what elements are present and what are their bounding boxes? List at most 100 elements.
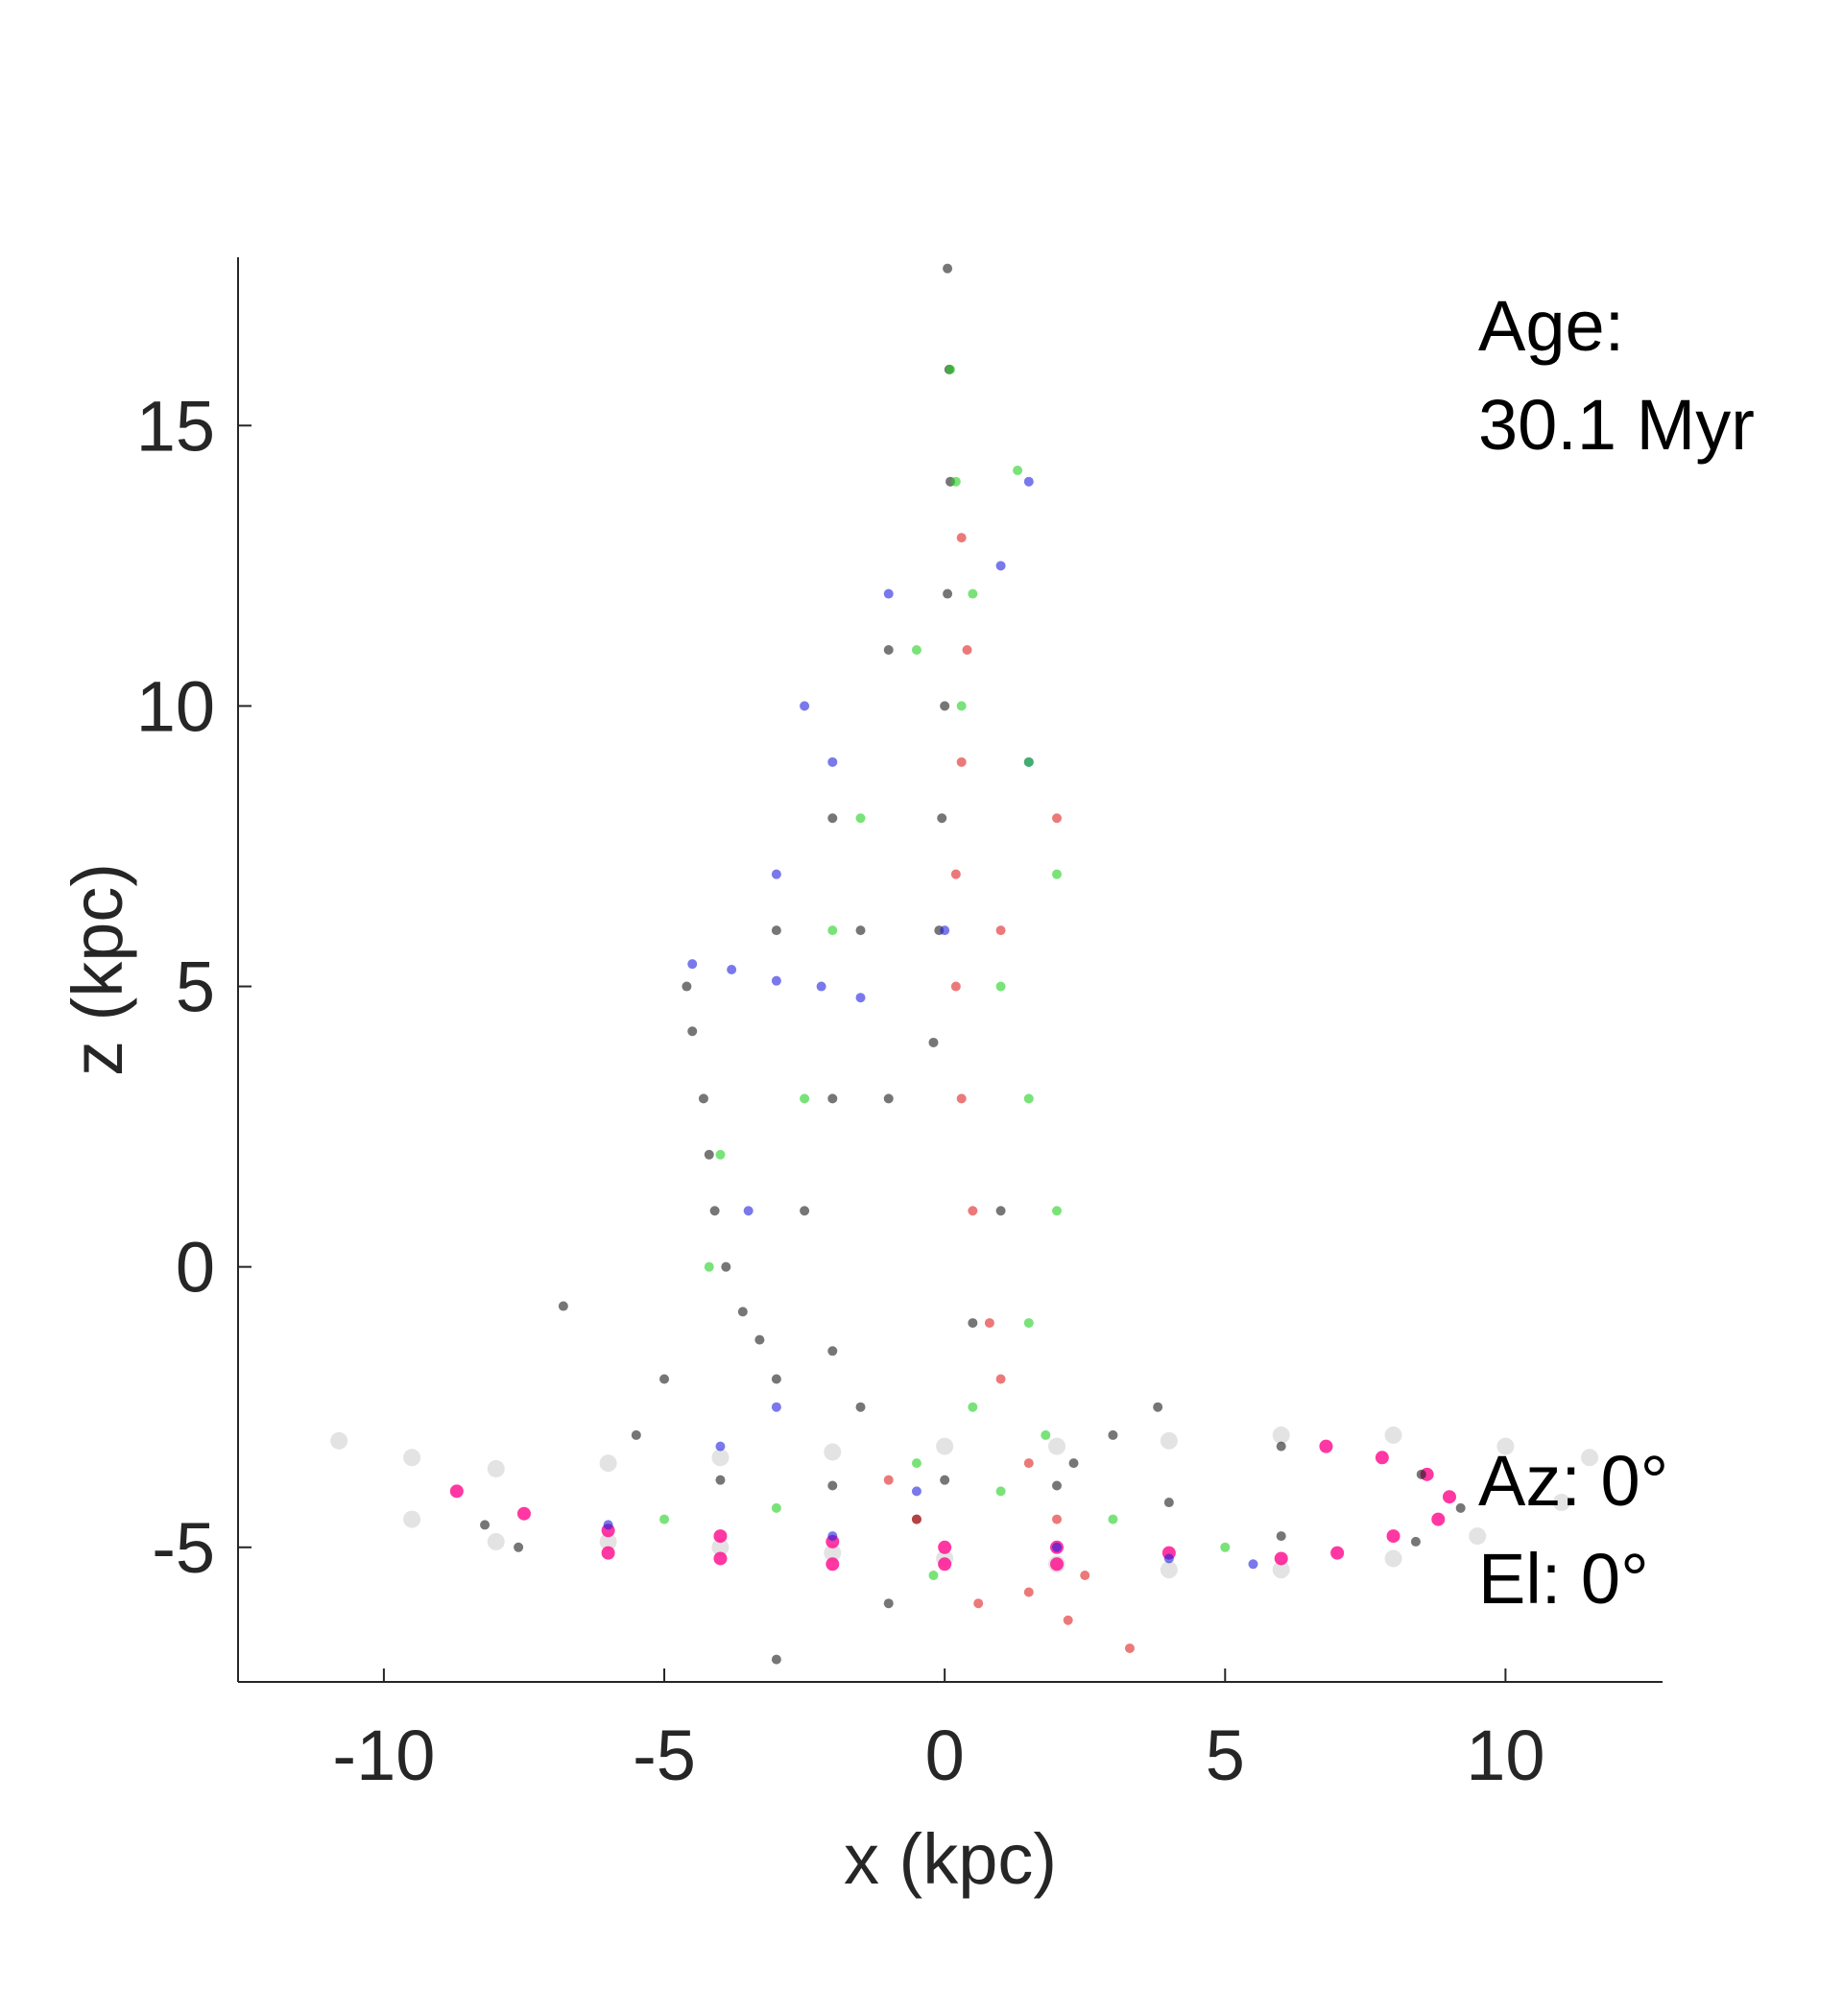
data-point [715,1441,726,1452]
data-point [687,959,698,970]
x-tick-label: -10 [332,1716,435,1795]
data-point [827,813,838,824]
data-point [1052,1514,1063,1524]
data-point [687,1026,698,1037]
series-5 [883,533,1135,1653]
data-point [956,1093,967,1104]
data-point [1581,1449,1599,1467]
data-point [940,1475,950,1485]
data-point [1276,1531,1286,1542]
data-point [1023,1458,1034,1469]
data-point [956,756,967,767]
data-point [855,813,866,824]
data-point [1052,1480,1063,1491]
data-point [487,1532,505,1550]
data-point [940,925,950,936]
data-point [1163,1498,1174,1508]
data-point [1431,1512,1446,1526]
x-axis-label: x (kpc) [844,1819,1057,1899]
data-point [1052,1206,1063,1216]
data-point [698,1093,708,1104]
data-point [1023,1318,1034,1329]
data-point [827,1093,838,1104]
series-3 [603,476,1258,1570]
data-point [603,1520,613,1530]
data-point [713,1551,728,1566]
data-point [943,588,953,599]
x-tick-label: 0 [925,1716,965,1795]
data-point [995,981,1006,992]
data-point [1160,1431,1178,1450]
data-point [1160,1561,1178,1579]
data-point [962,644,972,655]
data-point [713,1529,728,1544]
data-point [711,1538,730,1556]
data-point [1013,466,1023,476]
data-point [1319,1439,1333,1453]
data-point [1052,813,1063,824]
data-point [1108,1429,1118,1440]
data-point [995,1486,1006,1497]
data-point [1384,1549,1402,1568]
data-point [995,925,1006,936]
data-point [1023,756,1034,767]
data-point [1276,1441,1286,1452]
data-point [968,1318,978,1329]
series-2 [480,263,1466,1665]
data-point [1052,1542,1063,1552]
data-point [937,813,947,824]
data-point [514,1542,524,1552]
data-point [1375,1451,1389,1465]
data-point [704,1149,714,1160]
data-point [800,1206,810,1216]
data-point [800,701,810,711]
data-point [800,1093,810,1104]
series-4 [659,364,1231,1580]
data-point [754,1334,765,1345]
data-point [1050,1557,1065,1572]
data-point [936,1437,954,1455]
data-point [1220,1542,1231,1552]
x-ticks: -10 -5 0 5 10 [332,1668,1545,1795]
data-point [1455,1502,1466,1513]
data-point [1063,1615,1073,1625]
data-point [827,1531,838,1542]
y-ticks: -5 0 5 10 15 [136,386,251,1588]
data-point [968,1206,978,1216]
azimuth-label: Az: 0° [1478,1441,1668,1521]
data-point [558,1301,568,1311]
data-point [330,1431,348,1450]
data-point [995,1206,1006,1216]
data-point [1416,1469,1426,1479]
elevation-label: El: 0° [1478,1539,1649,1619]
data-point [480,1520,491,1530]
data-point [771,1374,781,1384]
data-point [1274,1551,1288,1566]
data-point [682,981,692,992]
data-point [995,1374,1006,1384]
series-1 [449,1439,1456,1572]
data-point [855,1402,866,1412]
data-point [911,1458,922,1469]
data-point [1410,1536,1421,1547]
data-point [1272,1426,1290,1444]
data-point [1330,1546,1345,1560]
data-point [883,1598,894,1609]
data-point [950,476,961,487]
data-point [911,644,922,655]
data-point [928,1570,939,1580]
data-point [743,1206,754,1216]
data-point [883,644,894,655]
data-point [601,1546,615,1560]
data-point [827,925,838,936]
data-point [1068,1458,1079,1469]
data-point [1248,1559,1258,1570]
age-value: 30.1 Myr [1478,385,1755,465]
data-point [956,533,967,543]
data-point [1469,1527,1487,1546]
data-point [631,1429,641,1440]
data-point [1023,1587,1034,1597]
data-point [938,1540,952,1554]
data-point [403,1510,421,1528]
series-0 [330,1426,1599,1579]
